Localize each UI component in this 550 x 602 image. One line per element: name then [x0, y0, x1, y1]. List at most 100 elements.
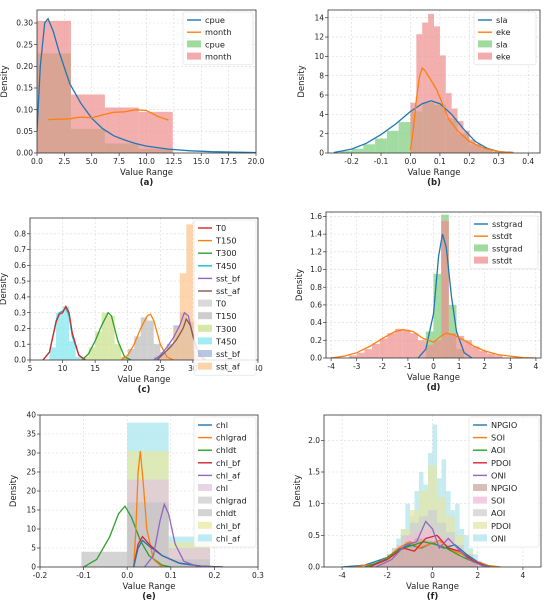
legend-patch-swatch	[473, 534, 487, 542]
y-tick-label: 0	[319, 149, 324, 158]
panel-label: (b)	[427, 178, 441, 188]
legend-entry-label: chlgrad	[216, 433, 247, 443]
legend-box	[182, 11, 254, 66]
y-axis-label: Density	[0, 65, 10, 97]
x-axis-label: Value Range	[123, 582, 176, 592]
y-tick-label: 0.7	[14, 245, 26, 254]
plot-area	[37, 17, 256, 153]
legend-patch-swatch	[474, 244, 488, 252]
chart-panel-e: -0.2 -0.1 0.0 0.1 0.2 0.3 0 5 10 15 20 25 30 35 40 Valu…	[9, 411, 264, 602]
legend-entry-label: chl	[216, 483, 228, 493]
x-axis-label: Value Range	[118, 375, 171, 385]
legend-entry-label: ONI	[491, 533, 506, 543]
legend: sstgrad sstdt sstgrad sstdt	[469, 215, 539, 270]
hist-bar	[339, 151, 352, 153]
hist-bar	[153, 344, 161, 360]
legend-entry-label: chl_bf	[216, 521, 241, 531]
hist-bar	[372, 343, 380, 358]
legend-entry-label: month	[205, 52, 232, 62]
legend-box	[473, 11, 537, 66]
x-tick-label: -3	[353, 362, 361, 371]
x-tick-label: -4	[338, 571, 346, 580]
y-tick-label: 40	[26, 411, 36, 420]
chart-panel-b: -0.2 -0.1 0.0 0.1 0.2 0.3 0.4 0 2 4 6 8 10 12 14 Value …	[297, 9, 541, 188]
legend-patch-swatch	[198, 312, 212, 320]
legend-entry-label: chl	[216, 420, 228, 430]
hist-bar	[173, 328, 180, 360]
x-tick-label: -0.1	[76, 571, 91, 580]
x-tick-label: 0.3	[493, 157, 505, 166]
y-tick-label: 25	[26, 468, 36, 477]
hist-bar	[464, 554, 474, 567]
legend-entry-label: sstgrad	[492, 219, 523, 229]
hist-bar	[95, 331, 102, 360]
plot-area	[333, 13, 514, 153]
plot-area	[342, 424, 501, 567]
x-tick-label: -2	[379, 362, 387, 371]
legend-entry-label: cpue	[205, 39, 225, 49]
y-tick-label: 1.5	[308, 468, 320, 477]
hist-bar	[127, 348, 135, 360]
kde-line-sstdt	[331, 329, 536, 358]
x-tick-label: 0.0	[121, 571, 133, 580]
legend-patch-swatch	[473, 509, 487, 517]
legend-entry-label: sst_bf	[216, 273, 241, 283]
legend-entry-label: T300	[215, 324, 237, 334]
y-tick-label: 0.0	[308, 563, 320, 572]
hist-bar	[402, 329, 411, 358]
hist-bar	[492, 151, 499, 153]
hist-bar	[425, 344, 434, 358]
hist-bar	[37, 20, 71, 153]
legend-patch-swatch	[198, 362, 212, 370]
panel-label: (e)	[142, 592, 156, 602]
hist-bar	[416, 34, 423, 153]
hist-bar	[49, 347, 57, 360]
legend-entry-label: cpue	[205, 15, 225, 25]
legend-entry-label: sst_af	[216, 362, 241, 372]
x-tick-label: 0.1	[434, 157, 446, 166]
hist-series-T450	[49, 306, 83, 360]
legend-entry-label: T0	[215, 299, 226, 309]
y-tick-label: 6	[319, 91, 324, 100]
y-tick-label: 0.10	[16, 105, 33, 114]
legend-patch-swatch	[198, 509, 212, 517]
legend-entry-label: chl_af	[216, 533, 241, 543]
y-tick-label: 14	[314, 13, 324, 22]
hist-bar	[468, 561, 478, 567]
legend-patch-swatch	[198, 484, 212, 491]
x-tick-label: 0.1	[165, 571, 177, 580]
legend-entry-label: PDOI	[491, 458, 511, 468]
legend: T0 T150 T300 T450 sst_bf sst_af T0 T150 T300 T450…	[193, 219, 257, 376]
x-axis-label: Value Range	[406, 582, 459, 592]
y-tick-label: 0.00	[16, 149, 33, 158]
x-tick-label: 17.5	[220, 157, 237, 166]
legend-patch-swatch	[198, 299, 212, 307]
hist-bar	[414, 538, 424, 567]
x-tick-label: -2	[384, 571, 392, 580]
x-tick-label: 0.3	[252, 571, 264, 580]
hist-bar	[428, 13, 434, 153]
x-tick-label: 5.0	[86, 157, 98, 166]
legend-entry-label: chldt	[216, 445, 237, 455]
hist-bar	[386, 130, 399, 153]
y-tick-label: 0.05	[16, 127, 33, 136]
y-tick-label: 0.5	[308, 531, 320, 540]
legend-entry-label: sstdt	[492, 231, 513, 241]
x-tick-label: 10	[58, 364, 68, 373]
x-tick-label: 15	[90, 364, 100, 373]
y-tick-label: 0.2	[14, 324, 26, 333]
hist-bar	[464, 535, 469, 567]
legend: sla eke sla eke	[473, 11, 537, 66]
hist-bar	[75, 356, 83, 360]
y-axis-label: Density	[295, 269, 305, 301]
kde-line-eke	[409, 66, 514, 153]
legend-entry-label: PDOI	[491, 521, 511, 531]
y-tick-label: 0.4	[14, 292, 26, 301]
hist-bar	[186, 224, 193, 360]
y-tick-label: 35	[26, 430, 36, 439]
legend-entry-label: chldt	[216, 508, 237, 518]
x-tick-label: 12.5	[166, 157, 183, 166]
hist-bar	[464, 340, 472, 358]
legend-entry-label: chl_af	[216, 470, 241, 480]
y-tick-label: 30	[26, 449, 36, 458]
